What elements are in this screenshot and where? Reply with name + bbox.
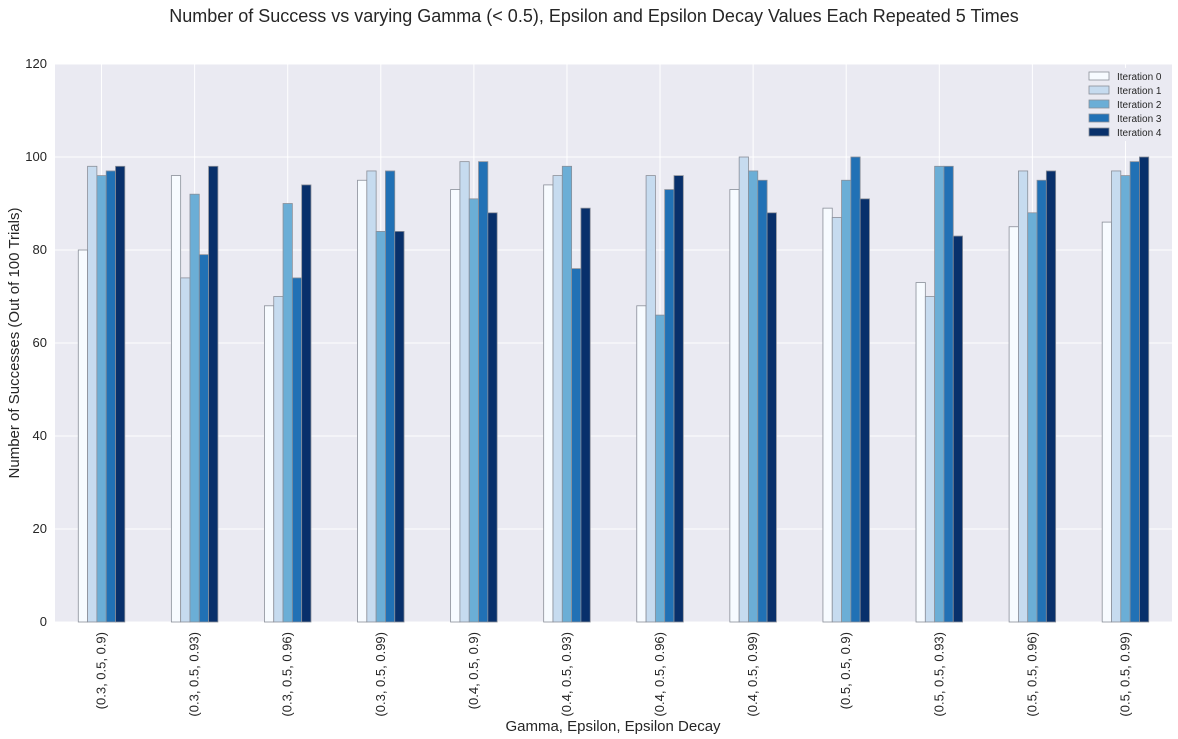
legend-swatch	[1088, 71, 1110, 81]
chart-title: Number of Success vs varying Gamma (< 0.…	[169, 6, 1019, 26]
bar	[766, 212, 777, 623]
bar	[924, 296, 936, 623]
bar	[198, 254, 209, 623]
y-tick-labels: 0 20 40 60 80 100 120	[25, 56, 47, 629]
x-tick-label: (0.5, 0.5, 0.99)	[1117, 632, 1132, 717]
bar	[915, 282, 926, 623]
bar	[459, 161, 470, 623]
x-tick-label: (0.3, 0.5, 0.9)	[94, 632, 109, 709]
bar	[943, 165, 954, 623]
y-tick-label: 100	[25, 149, 47, 164]
legend-label: Iteration 4	[1117, 128, 1162, 139]
x-tick-label: (0.4, 0.5, 0.9)	[466, 632, 481, 709]
legend-label: Iteration 1	[1117, 86, 1162, 97]
bar	[375, 230, 386, 623]
bar	[273, 296, 284, 623]
x-tick-label: (0.3, 0.5, 0.99)	[373, 632, 388, 717]
bar	[468, 198, 479, 623]
bar	[301, 184, 312, 623]
bar	[282, 203, 293, 623]
y-tick-label: 80	[33, 242, 47, 257]
bar	[934, 165, 945, 623]
x-tick-labels: (0.3, 0.5, 0.9) (0.3, 0.5, 0.93) (0.3, 0.5…	[94, 632, 1133, 717]
bar	[1045, 170, 1057, 623]
bar	[1120, 175, 1131, 623]
x-tick-label: (0.4, 0.5, 0.96)	[652, 632, 667, 717]
legend: Iteration 0 Iteration 1 Iteration 2 Iterati…	[1082, 68, 1168, 141]
bar	[738, 156, 749, 623]
x-tick-label: (0.3, 0.5, 0.96)	[280, 632, 295, 717]
bar	[748, 170, 759, 623]
y-tick-label: 40	[33, 428, 47, 443]
legend-swatch	[1088, 99, 1110, 109]
x-tick-label: (0.5, 0.5, 0.93)	[931, 632, 946, 717]
bar	[170, 175, 182, 623]
bar	[1008, 226, 1019, 623]
bar	[645, 175, 656, 623]
bars	[77, 156, 1150, 623]
bar	[1027, 212, 1038, 623]
bar	[208, 165, 219, 623]
bar	[450, 189, 461, 623]
legend-swatch	[1088, 113, 1110, 123]
bar	[96, 175, 107, 623]
bar	[952, 235, 963, 623]
bar	[664, 189, 675, 623]
bar	[105, 170, 116, 623]
bar	[654, 314, 666, 623]
bar	[831, 217, 842, 623]
x-tick-label: (0.3, 0.5, 0.93)	[187, 632, 202, 717]
y-axis-label: Number of Successes (Out of 100 Trials)	[6, 208, 23, 479]
x-tick-label: (0.5, 0.5, 0.96)	[1024, 632, 1039, 717]
bar	[552, 175, 563, 623]
bar	[478, 161, 489, 623]
bar	[77, 249, 88, 623]
bar	[729, 189, 740, 623]
bar	[859, 198, 870, 623]
y-tick-label: 20	[33, 521, 47, 536]
y-tick-label: 60	[33, 335, 47, 350]
legend-label: Iteration 2	[1117, 100, 1162, 111]
bar	[850, 156, 861, 623]
bar	[822, 207, 833, 623]
bar	[189, 193, 200, 623]
bar	[757, 179, 768, 623]
bar	[673, 175, 684, 623]
y-tick-label: 120	[25, 56, 47, 71]
bar	[87, 165, 98, 623]
bar	[291, 277, 303, 623]
bar	[1111, 170, 1122, 623]
bar	[1139, 156, 1150, 623]
bar	[394, 230, 405, 623]
bar	[561, 165, 573, 623]
x-axis-label: Gamma, Epsilon, Epsilon Decay	[505, 718, 721, 735]
y-tick-label: 0	[40, 614, 47, 629]
bar	[385, 170, 396, 623]
legend-swatch	[1088, 127, 1110, 137]
bar	[366, 170, 377, 623]
bar	[264, 305, 275, 623]
x-tick-label: (0.4, 0.5, 0.93)	[559, 632, 574, 717]
bar	[571, 268, 582, 623]
bar	[1018, 170, 1029, 623]
bar	[180, 277, 191, 623]
x-tick-label: (0.5, 0.5, 0.9)	[838, 632, 853, 709]
bar	[1101, 221, 1112, 623]
bar	[580, 207, 591, 623]
legend-swatch	[1088, 85, 1110, 95]
bar	[1036, 179, 1047, 623]
bar	[841, 179, 852, 623]
bar	[487, 212, 498, 623]
bar	[1129, 161, 1140, 623]
legend-label: Iteration 0	[1117, 72, 1162, 83]
legend-label: Iteration 3	[1117, 114, 1162, 125]
x-tick-label: (0.4, 0.5, 0.99)	[745, 632, 760, 717]
bar	[636, 305, 647, 623]
bar	[543, 184, 554, 623]
bar	[115, 165, 126, 623]
bar	[357, 179, 368, 623]
